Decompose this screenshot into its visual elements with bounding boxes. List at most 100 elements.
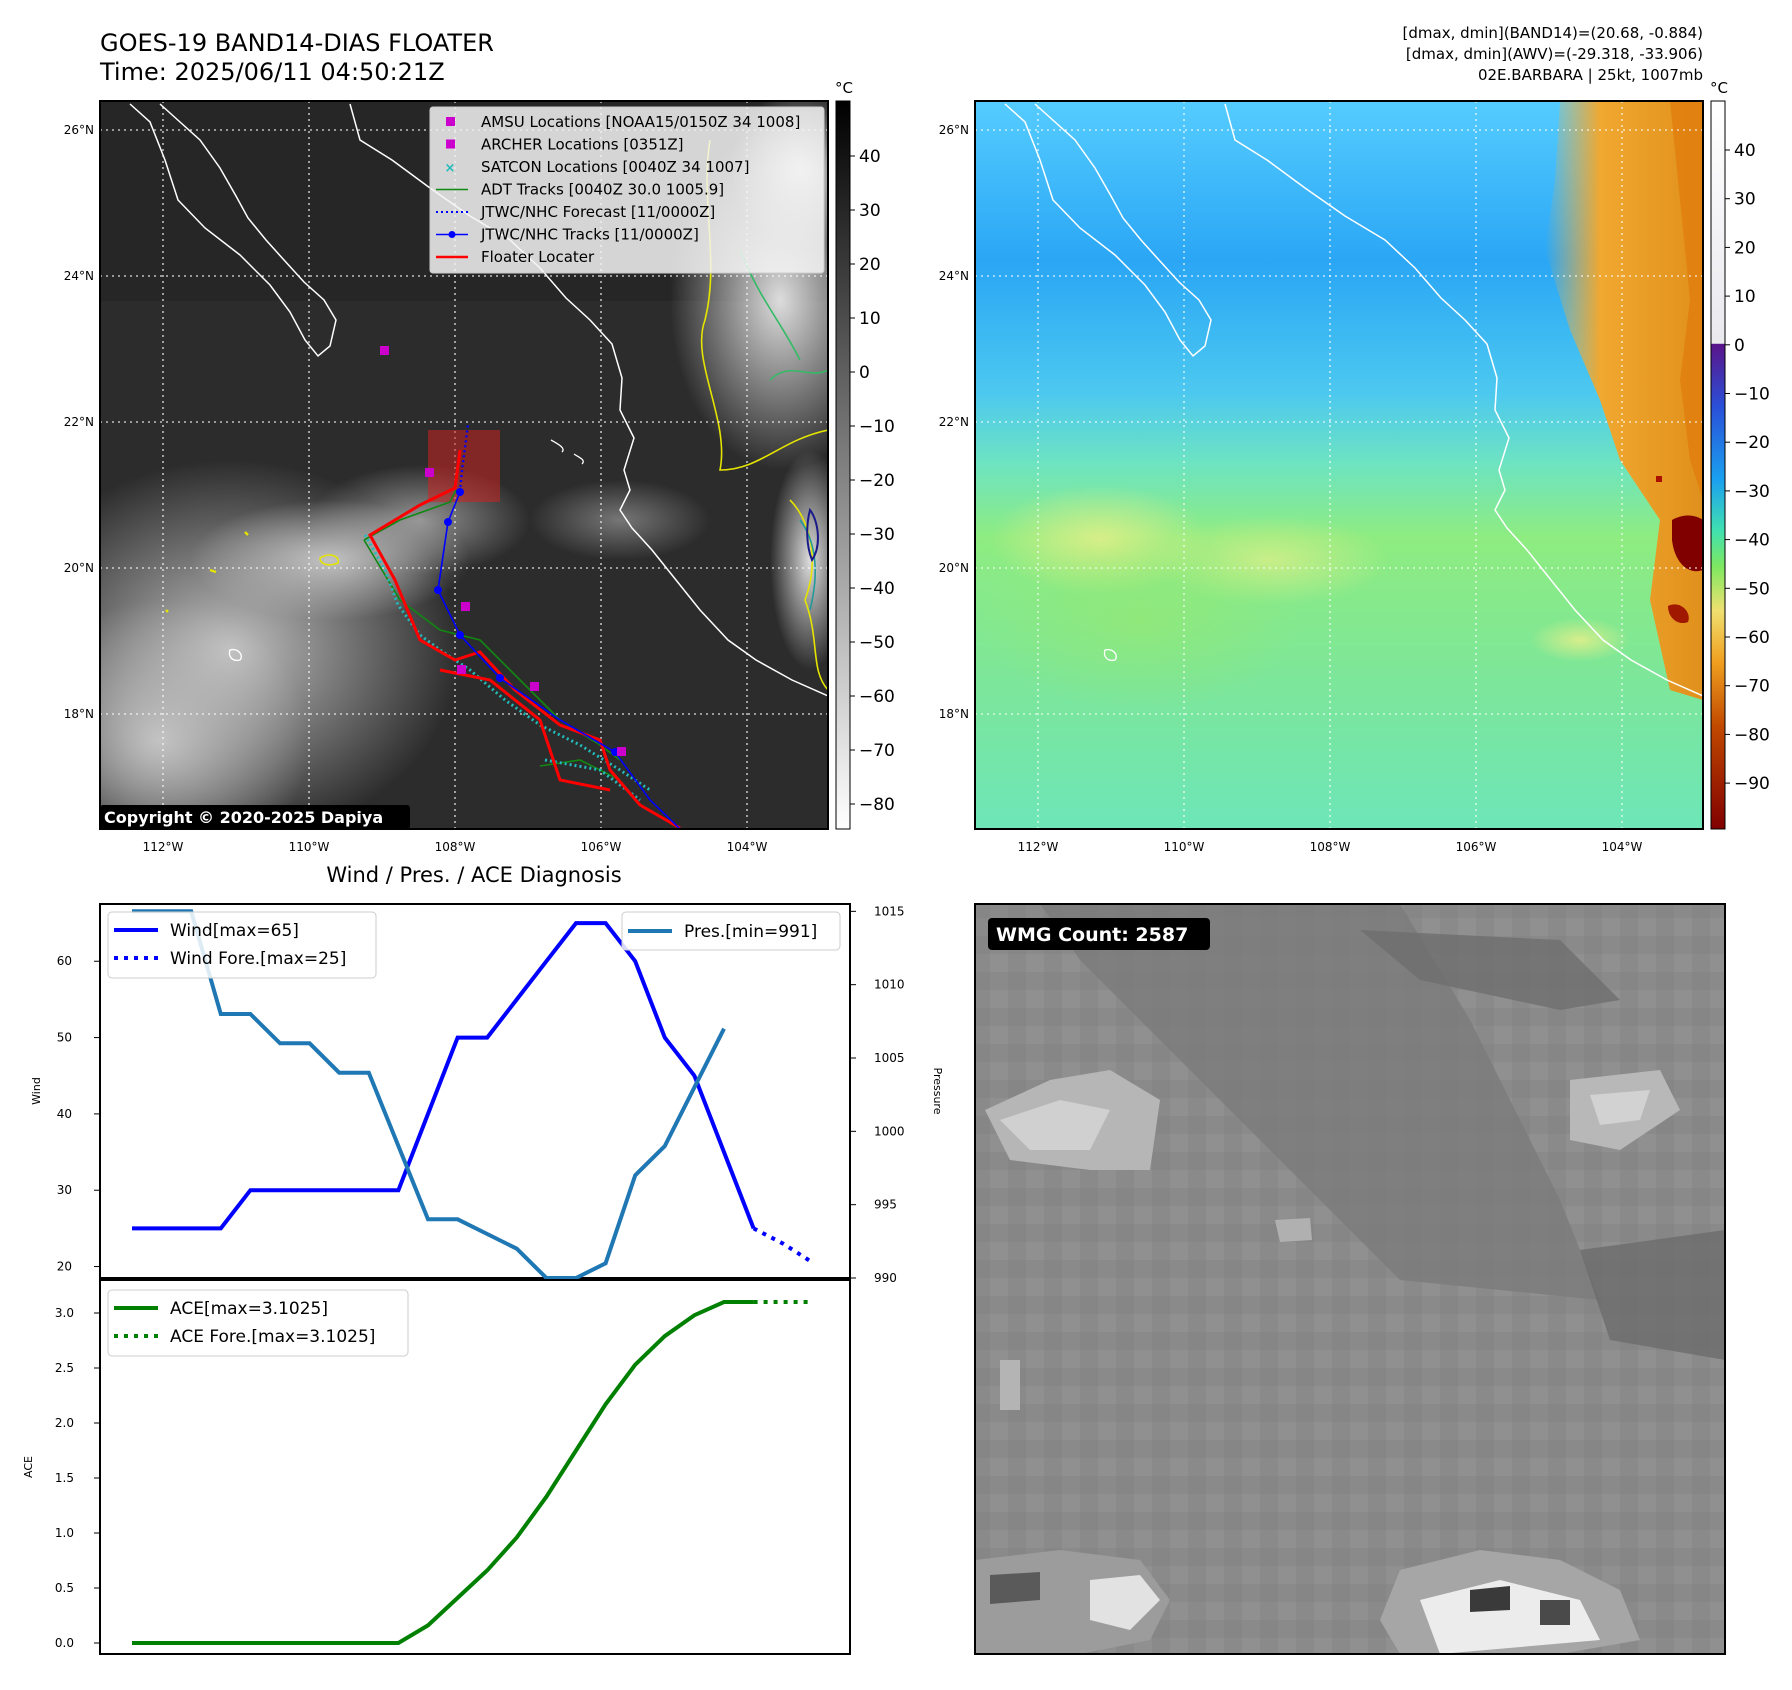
info-storm: 02E.BARBARA | 25kt, 1007mb	[1478, 66, 1703, 84]
pressure-tick-label: 1000	[874, 1124, 905, 1138]
ir-colorbar: °C 40 30 20 10 0 −10 −20 −30 −40 −50 −60 −70 −80	[835, 79, 895, 830]
wmg-panel: WMG Count: 2587	[974, 903, 1726, 1655]
wind-tick-label: 50	[57, 1031, 72, 1045]
lon-label: 106°W	[1456, 840, 1497, 854]
lon-label: 112°W	[1018, 840, 1059, 854]
ace-legend: ACE[max=3.1025] ACE Fore.[max=3.1025]	[107, 1289, 409, 1357]
lon-label: 106°W	[581, 840, 622, 854]
colorbar-tick-label: 20	[859, 255, 881, 275]
lat-label: 22°N	[939, 415, 969, 429]
copyright-text: Copyright © 2020-2025 Dapiya	[104, 808, 383, 827]
legend-label-3: ADT Tracks [0040Z 30.0 1005.9]	[481, 181, 724, 199]
awv-lon-labels: 112°W 110°W 108°W 106°W 104°W	[1018, 840, 1643, 854]
legend-label-0: AMSU Locations [NOAA15/0150Z 34 1008]	[481, 113, 800, 131]
colorbar-tick-label: 30	[859, 201, 881, 221]
wind-tick-label: 40	[57, 1107, 72, 1121]
awv-map-frame	[974, 100, 1704, 830]
lon-label: 108°W	[1310, 840, 1351, 854]
colorbar-tick-label: −30	[859, 525, 895, 545]
amsu-archer-points	[380, 346, 626, 756]
lat-label: 18°N	[64, 707, 94, 721]
wind-tick-label: 60	[57, 954, 72, 968]
lon-label: 110°W	[1164, 840, 1205, 854]
figure-title: GOES-19 BAND14-DIAS FLOATER	[100, 29, 494, 57]
ir-lon-labels: 112°W 110°W 108°W 106°W 104°W	[143, 840, 768, 854]
legend-wind-fore: Wind Fore.[max=25]	[170, 949, 346, 969]
ir-map-frame	[99, 100, 829, 830]
awv-colorbar: °C 40 30 20 10 0 −10 −20 −30 −40 −50 −60 −70 −80 −90	[1710, 79, 1770, 830]
copyright-badge	[100, 805, 410, 829]
pressure-tick-label: 995	[874, 1198, 897, 1212]
colorbar-tick-label: −10	[1734, 385, 1770, 405]
colorbar-tick-label: −40	[1734, 531, 1770, 551]
info-band14: [dmax, dmin](BAND14)=(20.68, -0.884)	[1403, 24, 1703, 42]
ace-series-0	[132, 1300, 754, 1645]
legend-marker-dot	[448, 231, 456, 238]
legend-ace: ACE[max=3.1025]	[170, 1299, 328, 1319]
legend-wind: Wind[max=65]	[170, 921, 299, 941]
lon-label: 108°W	[435, 840, 476, 854]
colorbar-tick-label: −40	[859, 579, 895, 599]
legend-marker-1	[446, 139, 455, 149]
ir-legend: AMSU Locations [NOAA15/0150Z 34 1008] ARC…	[429, 106, 825, 274]
ir-map-panel: Copyright © 2020-2025 Dapiya AMSU Locati…	[64, 100, 829, 854]
wind-series-0	[132, 921, 756, 1231]
lon-label: 104°W	[727, 840, 768, 854]
satcon-track	[363, 534, 651, 802]
wind-axis-label: Wind	[30, 1077, 43, 1105]
jtwc-forecast	[458, 423, 470, 493]
wmg-badge	[988, 918, 1210, 950]
awv-map-panel: 26°N 24°N 22°N 20°N 18°N 112°W 110°W 108°W 106°…	[939, 100, 1704, 854]
ace-tick-label: 2.5	[55, 1361, 74, 1375]
legend-marker-2: ×	[445, 161, 456, 176]
ace-tick-label: 1.5	[55, 1471, 74, 1485]
ace-axis-label: ACE	[22, 1456, 35, 1478]
info-awv: [dmax, dmin](AWV)=(-29.318, -33.906)	[1406, 45, 1703, 63]
legend-ace-fore: ACE Fore.[max=3.1025]	[170, 1327, 375, 1347]
colorbar-tick-label: 40	[1734, 141, 1756, 161]
legend-label-6: Floater Locater	[481, 248, 595, 266]
colorbar-tick-label: −70	[1734, 677, 1770, 697]
lon-label: 110°W	[289, 840, 330, 854]
colorbar-tick-label: 0	[859, 363, 870, 383]
colorbar-tick-label: −90	[1734, 774, 1770, 794]
ace-tick-label: 0.0	[55, 1636, 74, 1650]
colorbar-tick-label: 30	[1734, 190, 1756, 210]
awv-colorbar-unit: °C	[1710, 79, 1728, 97]
lat-label: 26°N	[939, 123, 969, 137]
wind-tick-label: 20	[57, 1260, 72, 1274]
colorbar-tick-label: −20	[1734, 433, 1770, 453]
pressure-tick-label: 1015	[874, 904, 905, 918]
colorbar-tick-label: −50	[859, 633, 895, 653]
lat-label: 18°N	[939, 707, 969, 721]
pressure-axis-label: Pressure	[931, 1068, 944, 1115]
ace-tick-label: 1.0	[55, 1526, 74, 1540]
colorbar-tick-label: −60	[859, 687, 895, 707]
colorbar-tick-label: −70	[859, 741, 895, 761]
lat-label: 22°N	[64, 415, 94, 429]
floater-box	[428, 430, 500, 502]
colorbar-tick-label: 40	[859, 147, 881, 167]
diagnosis-title: Wind / Pres. / ACE Diagnosis	[326, 863, 621, 887]
wind-tick-label: 30	[57, 1183, 72, 1197]
wind-legend: Wind[max=65] Wind Fore.[max=25]	[107, 911, 377, 979]
legend-label-5: JTWC/NHC Tracks [11/0000Z]	[480, 226, 699, 244]
colorbar-tick-label: 0	[1734, 336, 1745, 356]
lon-label: 104°W	[1602, 840, 1643, 854]
awv-lat-labels: 26°N 24°N 22°N 20°N 18°N	[939, 123, 969, 721]
lat-label: 24°N	[64, 269, 94, 283]
ace-chart: ACE 0.0 0.5 1.0 1.5 2.0 2.5 3.0 ACE[max=3.1025…	[22, 1279, 851, 1655]
lat-label: 24°N	[939, 269, 969, 283]
lat-label: 20°N	[64, 561, 94, 575]
pressure-tick-label: 990	[874, 1271, 897, 1285]
lon-label: 112°W	[143, 840, 184, 854]
lat-label: 26°N	[64, 123, 94, 137]
colorbar-tick-label: 20	[1734, 238, 1756, 258]
ace-tick-label: 0.5	[55, 1581, 74, 1595]
colorbar-tick-label: −80	[1734, 725, 1770, 745]
colorbar-tick-label: −10	[859, 417, 895, 437]
wind-series-2	[132, 909, 726, 1280]
ir-lat-labels: 26°N 24°N 22°N 20°N 18°N	[64, 123, 94, 721]
wmg-count: WMG Count: 2587	[996, 924, 1188, 946]
legend-label-4: JTWC/NHC Forecast [11/0000Z]	[480, 203, 715, 221]
